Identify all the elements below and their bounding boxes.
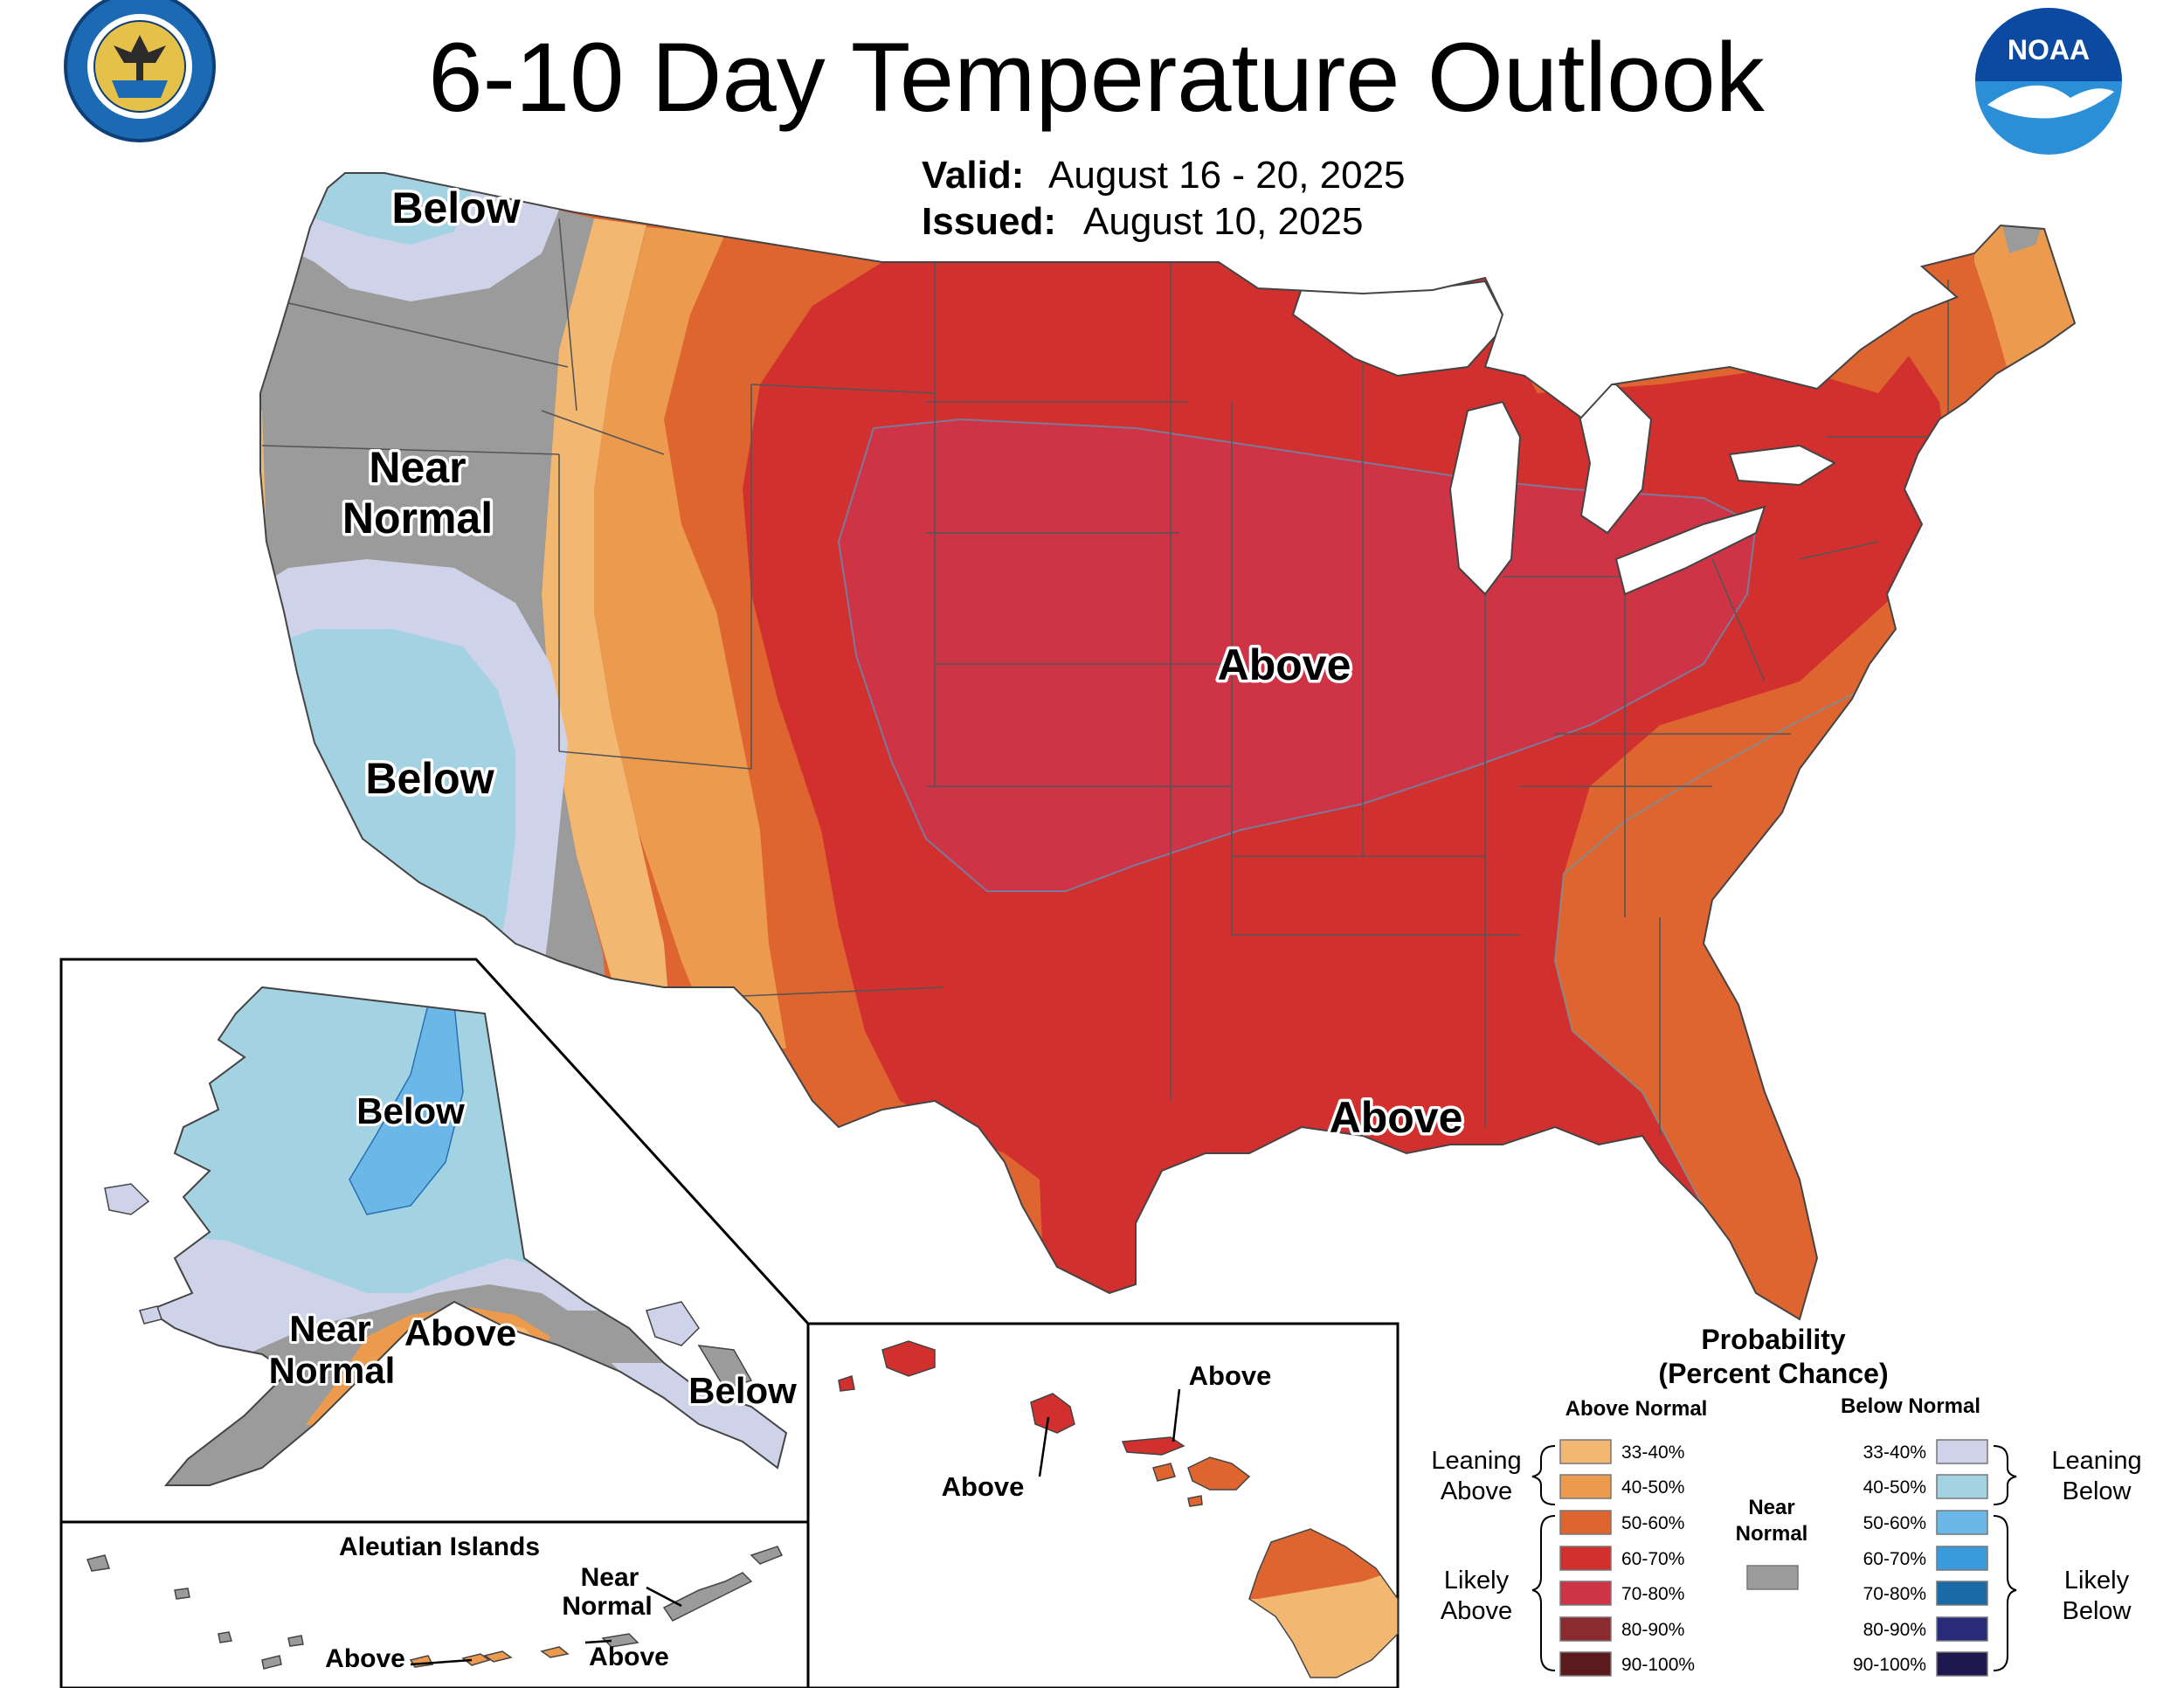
label-normal-aleutian: Normal <box>562 1592 652 1621</box>
legend-below-range-3: 60-70% <box>1863 1549 1926 1569</box>
label-normal-west: Normal <box>342 494 493 543</box>
legend-below-range-2: 50-60% <box>1863 1513 1926 1533</box>
label-below-southeast-alaska: Below <box>688 1370 797 1411</box>
legend-swatch-below-1 <box>1936 1474 1988 1499</box>
legend-swatch-below-0 <box>1936 1439 1988 1464</box>
legend-title-line1: Probability <box>1701 1324 1846 1355</box>
state-boundaries <box>261 218 1949 1136</box>
issued-date: August 10, 2025 <box>1083 200 1363 243</box>
noaa-logo-icon: NOAA <box>1975 8 2122 155</box>
legend-below-range-1: 40-50% <box>1863 1477 1926 1498</box>
legend-leaning-above-line2: Above <box>1441 1477 1512 1505</box>
brace-leaning-above <box>1531 1445 1556 1505</box>
legend-swatch-below-2 <box>1936 1510 1988 1535</box>
page-title: 6-10 Day Temperature Outlook <box>428 23 1765 132</box>
legend-below-range-0: 33-40% <box>1863 1442 1926 1463</box>
legend-leaning-below-line2: Below <box>2063 1477 2132 1505</box>
aleutian-inset <box>59 1520 810 1688</box>
legend-likely-below-line1: Likely <box>2064 1567 2130 1595</box>
legend-below-range-4: 70-80% <box>1863 1584 1926 1604</box>
valid-dates: August 16 - 20, 2025 <box>1048 154 1406 197</box>
legend-likely-above-line2: Above <box>1441 1597 1512 1625</box>
great-lakes <box>1291 260 1837 596</box>
issued-label: Issued: <box>922 200 1056 243</box>
legend-above-range-3: 60-70% <box>1621 1549 1684 1569</box>
label-near-alaska: Near <box>289 1308 370 1349</box>
label-above-alaska: Above <box>404 1312 516 1353</box>
legend-below-range-5: 80-90% <box>1863 1620 1926 1640</box>
legend-swatch-above-6 <box>1559 1651 1612 1677</box>
legend-leaning-above-line1: Leaning <box>1431 1447 1521 1475</box>
department-of-commerce-seal-icon <box>64 0 216 142</box>
legend-above-range-4: 70-80% <box>1621 1584 1684 1604</box>
legend-likely-above-line1: Likely <box>1444 1567 1510 1595</box>
label-above-aleutian-west: Above <box>325 1644 405 1673</box>
label-normal-alaska: Normal <box>269 1350 396 1391</box>
legend-swatch-above-0 <box>1559 1439 1612 1464</box>
valid-label: Valid: <box>922 154 1024 197</box>
legend-above-range-5: 80-90% <box>1621 1620 1684 1640</box>
label-above-central: Above <box>1218 640 1351 689</box>
legend-near-header-line1: Near <box>1748 1496 1794 1519</box>
legend-likely-below-line2: Below <box>2063 1597 2132 1625</box>
label-above-hawaii-maui: Above <box>1189 1360 1272 1391</box>
legend-above-range-2: 50-60% <box>1621 1513 1684 1533</box>
label-below-northwest: Below <box>391 183 520 232</box>
legend-leaning-below-line1: Leaning <box>2051 1447 2141 1475</box>
alaska-inset <box>59 958 810 1524</box>
aleutian-title: Aleutian Islands <box>339 1532 540 1561</box>
label-above-aleutian-east: Above <box>589 1643 669 1671</box>
hawaii-inset <box>806 1322 1400 1688</box>
label-near-west: Near <box>369 443 466 492</box>
brace-leaning-below <box>1993 1445 2017 1505</box>
legend-swatch-below-6 <box>1936 1651 1988 1677</box>
legend-below-header: Below Normal <box>1841 1394 1980 1418</box>
noaa-logo-text: NOAA <box>2008 34 2090 66</box>
legend-title-line2: (Percent Chance) <box>1658 1358 1888 1389</box>
label-above-gulf: Above <box>1330 1093 1463 1142</box>
legend-swatch-near-normal <box>1746 1565 1799 1590</box>
brace-likely-above <box>1531 1515 1556 1671</box>
legend-below-range-6: 90-100% <box>1853 1655 1926 1675</box>
legend-swatch-below-4 <box>1936 1581 1988 1606</box>
label-above-hawaii-oahu: Above <box>942 1471 1025 1502</box>
label-below-alaska: Below <box>356 1090 465 1131</box>
label-near-aleutian: Near <box>581 1563 639 1592</box>
legend-swatch-above-5 <box>1559 1616 1612 1642</box>
legend-swatch-above-3 <box>1559 1546 1612 1571</box>
legend-swatch-above-1 <box>1559 1474 1612 1499</box>
label-below-california: Below <box>365 754 494 803</box>
legend: Probability (Percent Chance) Above Norma… <box>1431 1324 2142 1677</box>
legend-swatch-below-5 <box>1936 1616 1988 1642</box>
legend-swatch-above-2 <box>1559 1510 1612 1535</box>
legend-swatch-above-4 <box>1559 1581 1612 1606</box>
legend-above-range-0: 33-40% <box>1621 1442 1684 1463</box>
legend-above-range-1: 40-50% <box>1621 1477 1684 1498</box>
legend-above-range-6: 90-100% <box>1621 1655 1695 1675</box>
legend-swatch-below-3 <box>1936 1546 1988 1571</box>
brace-likely-below <box>1993 1515 2017 1671</box>
legend-near-header-line2: Normal <box>1736 1522 1808 1546</box>
legend-above-header: Above Normal <box>1565 1397 1708 1421</box>
